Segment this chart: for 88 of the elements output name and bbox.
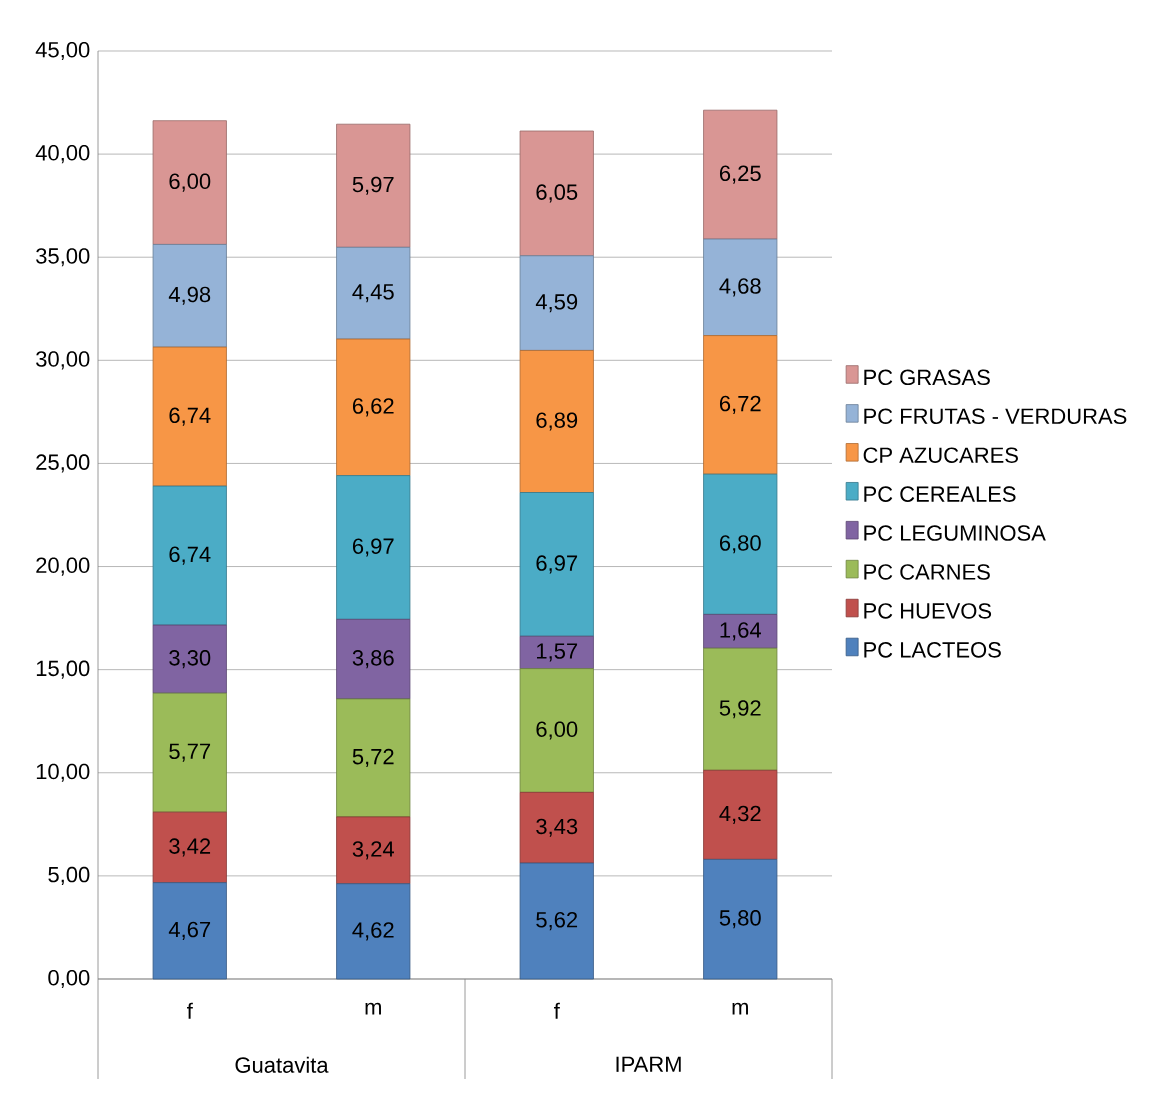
legend-label: PC CEREALES — [864, 486, 1016, 502]
data-label: 6,74 — [169, 546, 211, 565]
bar — [152, 346, 227, 487]
bar — [336, 883, 411, 980]
bar — [519, 350, 594, 493]
y-tick-label: 5,00 — [48, 866, 90, 885]
data-label: 3,43 — [536, 818, 578, 837]
x-tick-label: f — [554, 1002, 560, 1019]
text: Guatavita — [235, 1056, 329, 1073]
bar — [703, 109, 778, 240]
y-tick-label: 10,00 — [36, 763, 90, 782]
bar — [152, 485, 227, 626]
data-label: 6,25 — [719, 165, 761, 184]
bar — [703, 858, 778, 980]
data-label: 5,62 — [536, 911, 578, 931]
text: IPARM — [616, 1056, 681, 1072]
bar — [519, 791, 594, 864]
data-label: 4,62 — [352, 922, 394, 941]
y-tick-label: 45,00 — [35, 41, 90, 61]
data-label: 6,74 — [169, 407, 211, 426]
data-label: 6,00 — [169, 173, 211, 192]
data-label: 5,80 — [719, 910, 761, 929]
y-tick-label: 0,00 — [48, 969, 90, 989]
data-label: 5,72 — [352, 748, 394, 768]
bar — [519, 255, 594, 351]
data-label: 4,68 — [719, 278, 761, 297]
data-label: 6,97 — [352, 538, 394, 557]
data-label: 6,05 — [536, 184, 578, 203]
bar — [152, 244, 227, 348]
x-tick-label: m — [365, 1002, 381, 1015]
bar — [519, 635, 594, 670]
data-label: 3,24 — [352, 841, 394, 860]
bar — [152, 882, 227, 980]
data-label: 4,67 — [168, 921, 211, 940]
legend-label: PC LACTEOS — [864, 642, 1001, 658]
bar — [519, 492, 594, 637]
bar — [336, 698, 411, 818]
y-tick-label: 25,00 — [36, 454, 90, 473]
x-tick-label: f — [187, 1002, 193, 1019]
data-label: 1,64 — [720, 622, 761, 641]
y-tick-label: 20,00 — [36, 557, 90, 576]
data-label: 6,62 — [352, 398, 394, 417]
data-label: 4,98 — [168, 286, 211, 305]
y-tick-label: 35,00 — [36, 248, 90, 267]
y-tick-label: 40,00 — [35, 145, 90, 164]
data-label: 5,77 — [169, 743, 211, 762]
data-label: 6,89 — [536, 412, 578, 431]
bar — [703, 238, 778, 336]
legend-label: PC CARNES — [864, 564, 990, 580]
data-label: 6,80 — [719, 535, 761, 554]
x-tick-label: m — [732, 1002, 748, 1015]
bar — [152, 692, 227, 813]
bar — [703, 613, 778, 649]
bar — [519, 862, 594, 980]
legend-label: PC LEGUMINOSA — [864, 525, 1046, 541]
y-tick-label: 30,00 — [36, 351, 90, 370]
bar — [703, 647, 778, 771]
bar — [703, 335, 778, 475]
data-label: 5,97 — [352, 176, 394, 195]
bar — [336, 618, 411, 700]
bar — [703, 769, 778, 860]
legend-label: CP AZUCARES — [863, 447, 1018, 463]
legend-label: PC FRUTAS - VERDURAS — [864, 408, 1127, 425]
data-label: 3,30 — [169, 650, 211, 669]
bar — [519, 668, 594, 793]
data-label: 4,59 — [535, 294, 578, 313]
bar — [336, 475, 411, 620]
data-label: 6,97 — [536, 555, 578, 574]
bar — [336, 338, 411, 476]
legend-label: PC HUEVOS — [864, 603, 992, 619]
bar — [152, 624, 227, 694]
data-label: 3,42 — [169, 838, 211, 857]
data-label: 1,57 — [537, 643, 578, 662]
bar — [152, 811, 227, 884]
bar — [152, 120, 227, 245]
data-label: 3,86 — [352, 650, 394, 669]
bar — [519, 130, 594, 257]
bar — [336, 123, 411, 248]
y-tick-label: 15,00 — [36, 660, 90, 679]
legend-label: PC GRASAS — [864, 369, 990, 386]
bar — [336, 246, 411, 340]
data-label: 4,45 — [352, 284, 394, 303]
bar — [336, 816, 411, 885]
data-label: 6,72 — [719, 395, 761, 414]
data-label: 4,32 — [719, 805, 761, 824]
data-label: 5,92 — [719, 700, 761, 719]
data-label: 6,00 — [536, 721, 578, 740]
bar — [703, 473, 778, 615]
